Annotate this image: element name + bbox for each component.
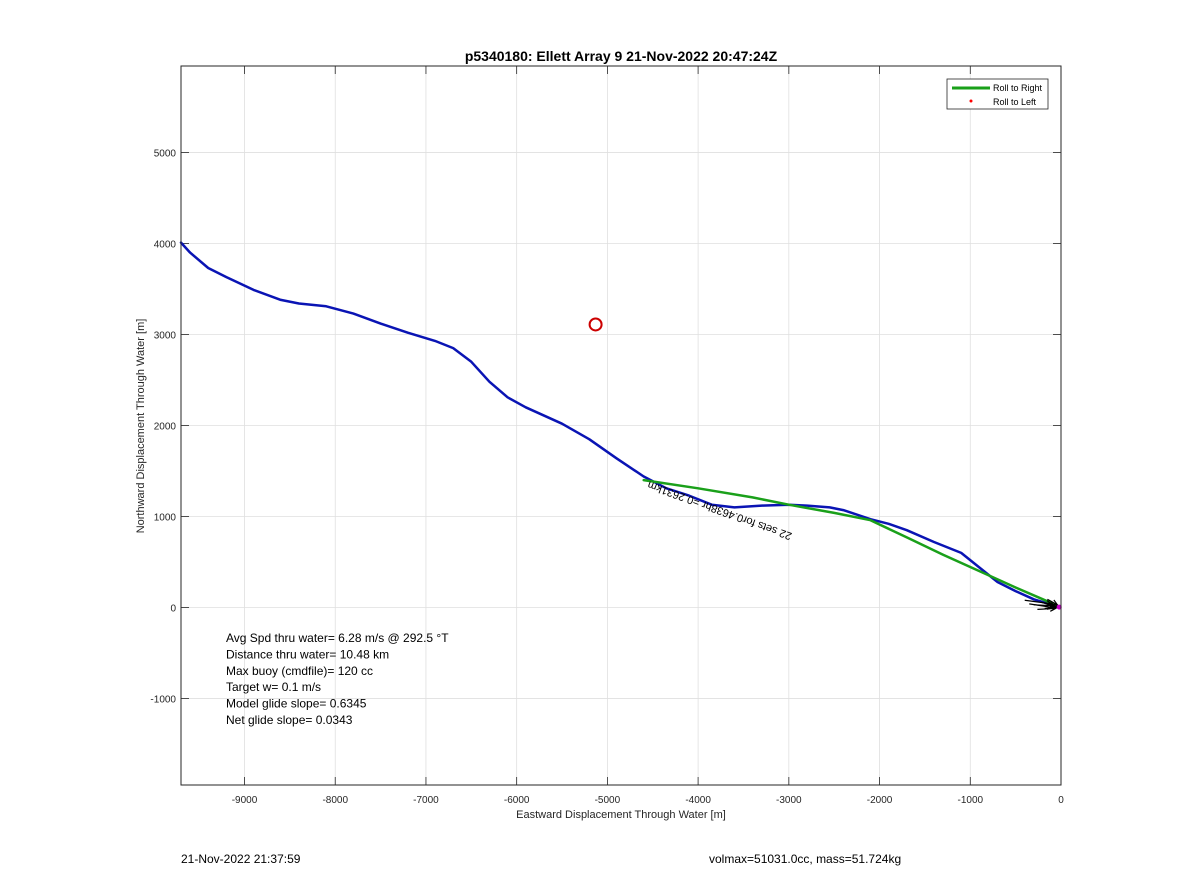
y-tick-label: 4000: [154, 239, 177, 250]
y-tick-label: 2000: [154, 422, 177, 433]
y-tick-label: 1000: [154, 513, 177, 524]
target-circle-marker: [588, 317, 603, 332]
x-tick-label: -3000: [776, 795, 802, 806]
track-line-roll-to-right: [642, 478, 1061, 608]
y-tick-label: 0: [170, 604, 176, 615]
current-arrow-head: [1051, 599, 1059, 606]
x-tick-label: 0: [1058, 795, 1064, 806]
y-axis-label: Northward Displacement Through Water [m]: [135, 319, 147, 534]
footer-volmax-mass: volmax=51031.0cc, mass=51.724kg: [709, 852, 902, 866]
stats-line: Target w= 0.1 m/s: [226, 680, 321, 694]
markers: [588, 317, 1062, 610]
end-point-marker: [1056, 604, 1062, 610]
legend-roll-right-label: Roll to Right: [993, 83, 1043, 93]
plot-frame: [180, 65, 1062, 786]
x-tick-labels: -9000 -8000 -7000 -6000 -5000 -4000 -3000 -2000…: [232, 795, 1065, 806]
x-tick-label: -6000: [504, 795, 530, 806]
x-tick-label: -9000: [232, 795, 258, 806]
y-tick-label: 5000: [154, 148, 177, 159]
legend-roll-left-label: Roll to Left: [993, 97, 1037, 107]
y-tick-labels: -1000 0 1000 2000 3000 4000 5000: [150, 148, 176, 705]
legend: Roll to Right Roll to Left: [946, 78, 1049, 110]
stats-line: Model glide slope= 0.6345: [226, 697, 367, 711]
axis-ticks: [181, 66, 1062, 785]
current-arrow-shaft: [1037, 607, 1056, 610]
current-arrow-shaft: [1024, 599, 1053, 605]
x-tick-label: -5000: [595, 795, 621, 806]
track-line-through-water: [179, 241, 1061, 609]
stats-line: Net glide slope= 0.0343: [226, 713, 353, 727]
y-tick-label: 3000: [154, 330, 177, 341]
x-axis-label: Eastward Displacement Through Water [m]: [516, 809, 726, 821]
current-arrows: [1024, 598, 1061, 612]
y-tick-label: -1000: [150, 695, 176, 706]
grid-lines: [181, 66, 1061, 785]
x-tick-label: -2000: [867, 795, 893, 806]
track-series: [179, 241, 1061, 609]
chart-title: p5340180: Ellett Array 9 21-Nov-2022 20:…: [465, 48, 778, 64]
current-arrow-shaft: [1044, 606, 1058, 610]
x-tick-label: -4000: [685, 795, 711, 806]
stats-line: Avg Spd thru water= 6.28 m/s @ 292.5 °T: [226, 631, 449, 645]
x-tick-label: -8000: [322, 795, 348, 806]
stats-line: Max buoy (cmdfile)= 120 cc: [226, 664, 373, 678]
x-tick-label: -7000: [413, 795, 439, 806]
footer-timestamp: 21-Nov-2022 21:37:59: [181, 852, 301, 866]
x-tick-label: -1000: [957, 795, 983, 806]
legend-box: [946, 78, 1049, 110]
legend-roll-left-swatch: [969, 99, 973, 103]
stats-line: Distance thru water= 10.48 km: [226, 647, 389, 661]
stats-annotation: Avg Spd thru water= 6.28 m/s @ 292.5 °T D…: [226, 631, 449, 727]
